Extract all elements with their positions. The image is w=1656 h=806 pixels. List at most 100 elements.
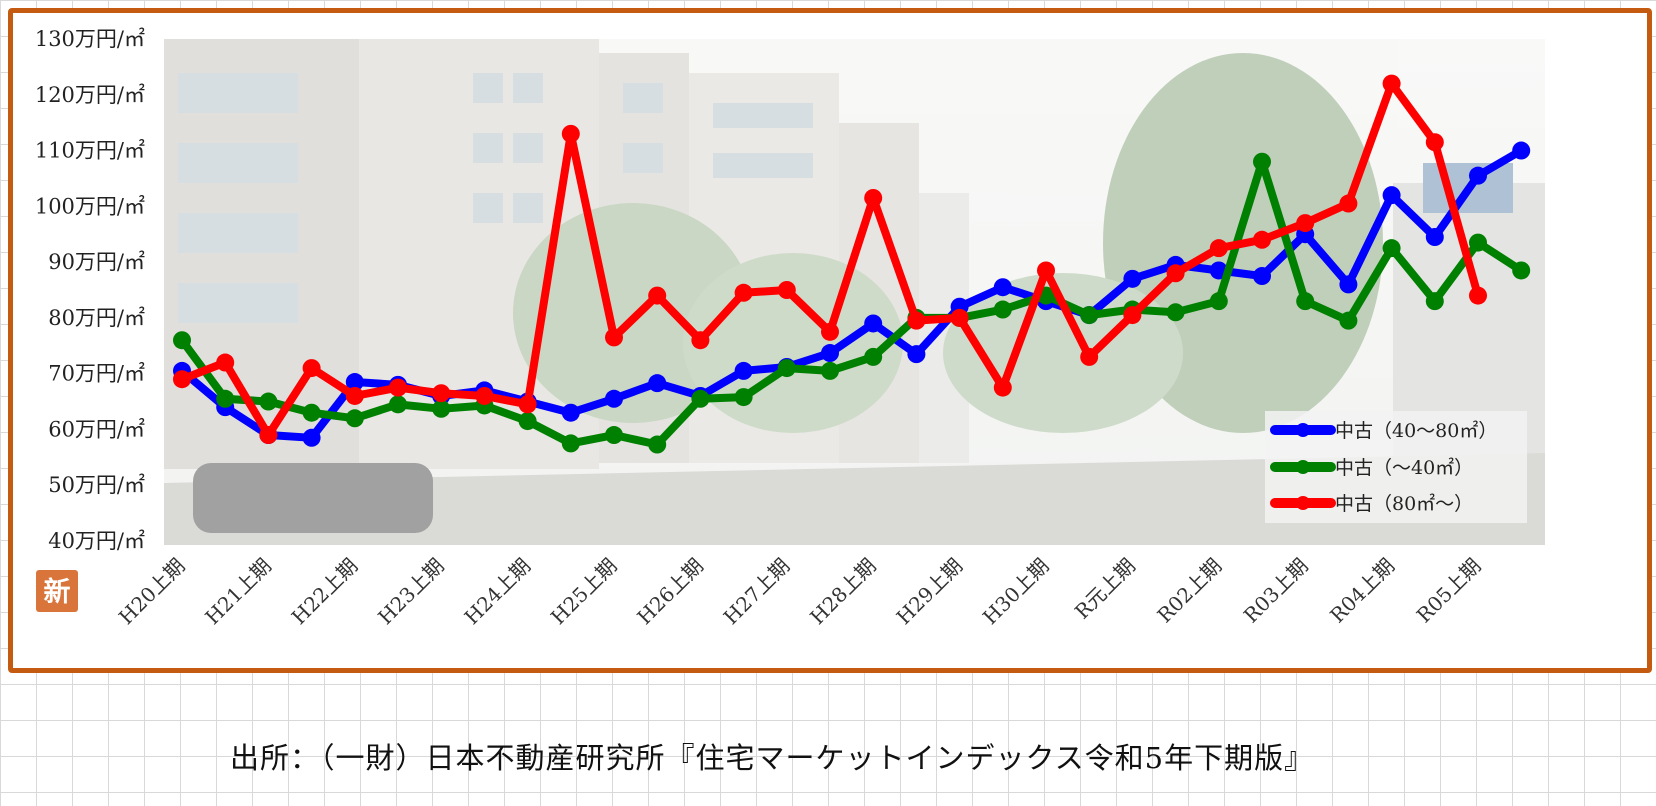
y-tick-label: 100万円/㎡ xyxy=(35,194,145,218)
chart-frame: 40万円/㎡ 50万円/㎡ 60万円/㎡ 70万円/㎡ 80万円/㎡ 90万円/㎡ 100万… xyxy=(8,8,1652,673)
data-point xyxy=(561,403,580,422)
legend-marker xyxy=(1296,423,1310,437)
data-point xyxy=(864,347,883,366)
data-point xyxy=(1382,186,1401,205)
data-point xyxy=(1209,292,1228,311)
x-tick-label: R03上期 xyxy=(1239,554,1313,628)
data-point xyxy=(345,386,364,405)
x-tick-label: H24上期 xyxy=(460,554,536,630)
data-point xyxy=(302,403,321,422)
data-point xyxy=(1080,306,1099,325)
data-point xyxy=(907,345,926,364)
x-axis-ticks: H20上期 H21上期 H22上期 H23上期 H24上期 H25上期 H26上期 H27上期… xyxy=(114,554,1486,630)
data-point xyxy=(518,412,537,431)
data-point xyxy=(605,328,623,347)
data-point xyxy=(561,434,580,453)
data-point xyxy=(605,426,623,445)
data-point xyxy=(259,392,278,411)
data-point xyxy=(302,359,321,378)
x-tick-label: H20上期 xyxy=(114,554,190,630)
data-point xyxy=(648,374,667,393)
x-tick-label: H27上期 xyxy=(719,554,795,630)
data-point xyxy=(173,331,191,350)
x-tick-label: H22上期 xyxy=(287,554,363,630)
data-point xyxy=(605,389,623,408)
data-point xyxy=(302,428,321,447)
data-point xyxy=(777,281,796,299)
data-point xyxy=(1512,141,1531,160)
y-axis-ticks: 40万円/㎡ 50万円/㎡ 60万円/㎡ 70万円/㎡ 80万円/㎡ 90万円/㎡ 100万… xyxy=(35,27,145,553)
x-tick-label: R02上期 xyxy=(1152,554,1226,628)
data-point xyxy=(1123,269,1142,288)
data-point xyxy=(993,378,1012,397)
series-lines xyxy=(173,74,1531,454)
x-tick-label: R04上期 xyxy=(1325,554,1399,628)
data-point xyxy=(1166,264,1185,283)
data-point xyxy=(691,389,710,408)
data-point xyxy=(518,395,537,414)
chart-svg: 40万円/㎡ 50万円/㎡ 60万円/㎡ 70万円/㎡ 80万円/㎡ 90万円/㎡ 100万… xyxy=(35,27,1545,630)
data-point xyxy=(1123,306,1142,325)
data-point xyxy=(173,370,191,389)
data-point xyxy=(907,311,926,330)
data-point xyxy=(389,395,407,414)
source-note: 出所：（一財）日本不動産研究所『住宅マーケットインデックス令和5年下期版』 xyxy=(230,741,1315,775)
data-point xyxy=(734,361,753,380)
data-point xyxy=(1339,194,1358,213)
series-used-under-40 xyxy=(173,152,1531,454)
x-tick-label: H30上期 xyxy=(978,554,1054,630)
data-point xyxy=(648,286,667,305)
data-point xyxy=(1512,261,1531,280)
data-point xyxy=(1253,152,1271,171)
data-point xyxy=(1425,133,1444,152)
data-point xyxy=(1339,275,1358,294)
legend-item-used-over-80: 中古（80㎡～） xyxy=(1270,492,1473,515)
data-point xyxy=(1253,267,1271,286)
x-tick-label: H21上期 xyxy=(200,554,276,630)
data-point xyxy=(993,300,1012,319)
y-tick-label: 110万円/㎡ xyxy=(35,139,145,163)
data-point xyxy=(1469,233,1487,252)
data-point xyxy=(1425,292,1444,311)
data-point xyxy=(1469,286,1487,305)
legend-item-used-40-80: 中古（40～80㎡） xyxy=(1270,419,1497,442)
data-point xyxy=(345,373,364,392)
data-point xyxy=(648,435,667,454)
x-tick-label: H23上期 xyxy=(373,554,449,630)
x-tick-label: H28上期 xyxy=(805,554,881,630)
legend: 中古（40～80㎡） 中古（～40㎡） 中古（80㎡～） xyxy=(1265,411,1527,523)
data-point xyxy=(432,399,451,418)
data-point xyxy=(1382,239,1401,258)
y-tick-label: 130万円/㎡ xyxy=(35,27,145,51)
y-tick-label: 90万円/㎡ xyxy=(48,250,145,274)
data-point xyxy=(993,278,1012,297)
x-tick-label: H29上期 xyxy=(892,554,968,630)
data-point xyxy=(1253,230,1271,249)
data-point xyxy=(561,124,580,143)
data-point xyxy=(1037,261,1055,280)
data-point xyxy=(734,283,753,302)
data-point xyxy=(1296,292,1315,311)
data-point xyxy=(389,378,407,397)
data-point xyxy=(1382,74,1401,93)
data-point xyxy=(821,322,839,341)
x-tick-label: H25上期 xyxy=(546,554,622,630)
x-tick-label: R元上期 xyxy=(1070,554,1140,624)
data-point xyxy=(1209,239,1228,258)
data-point xyxy=(691,331,710,350)
data-point xyxy=(259,426,278,445)
x-tick-label: R05上期 xyxy=(1412,554,1486,628)
series-used-over-80 xyxy=(173,74,1487,445)
legend-label: 中古（40～80㎡） xyxy=(1335,419,1497,442)
data-point xyxy=(777,359,796,378)
legend-label: 中古（～40㎡） xyxy=(1335,456,1473,479)
data-point xyxy=(950,308,969,327)
y-tick-label: 40万円/㎡ xyxy=(48,529,145,553)
data-point xyxy=(821,344,839,363)
new-badge-label: 新 xyxy=(44,576,71,608)
data-point xyxy=(216,389,235,408)
legend-label: 中古（80㎡～） xyxy=(1335,492,1473,515)
data-point xyxy=(432,384,451,403)
data-point xyxy=(1080,347,1099,366)
legend-marker xyxy=(1296,496,1310,510)
